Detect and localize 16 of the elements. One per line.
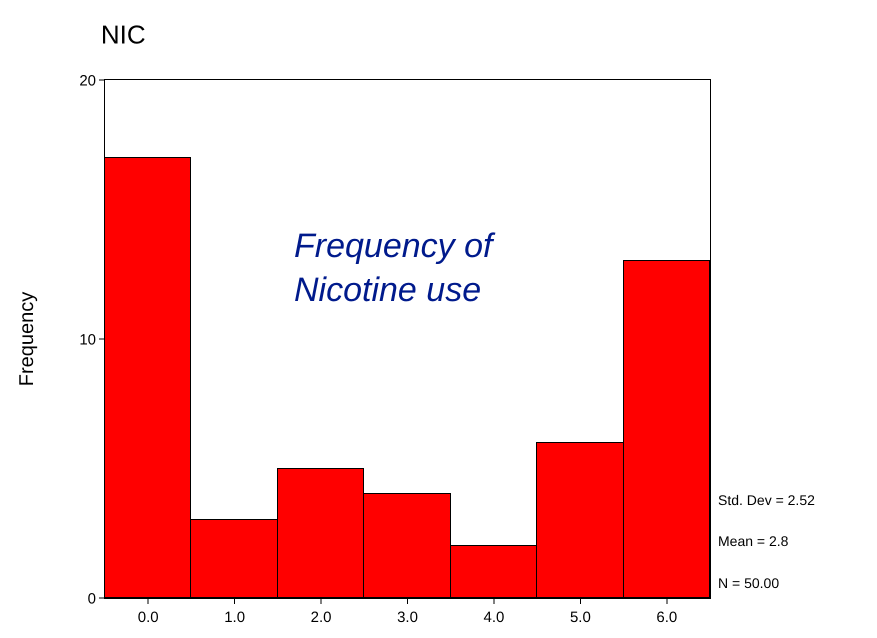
annotation: Frequency of Nicotine use <box>294 227 496 310</box>
text: Mean = 2.8 <box>718 533 789 549</box>
text: Std. Dev = 2.52 <box>718 492 816 508</box>
x-tick-label: 3.0 <box>397 609 418 626</box>
y-tick-label: 10 <box>79 331 96 348</box>
y-tick-label: 0 <box>88 590 96 608</box>
text: N = 50.00 <box>718 575 780 591</box>
x-tick-label: 2.0 <box>310 609 332 626</box>
y-axis-title: Frequency <box>16 292 38 386</box>
x-tick-label: 0.0 <box>138 609 159 626</box>
x-tick-label: 5.0 <box>570 609 591 626</box>
x-tick-label: 4.0 <box>484 609 504 626</box>
chart-title: NIC <box>100 20 146 50</box>
y-tick-label: 20 <box>79 72 96 90</box>
x-tick-label: 6.0 <box>656 609 678 626</box>
x-tick-label: 1.0 <box>224 609 246 626</box>
